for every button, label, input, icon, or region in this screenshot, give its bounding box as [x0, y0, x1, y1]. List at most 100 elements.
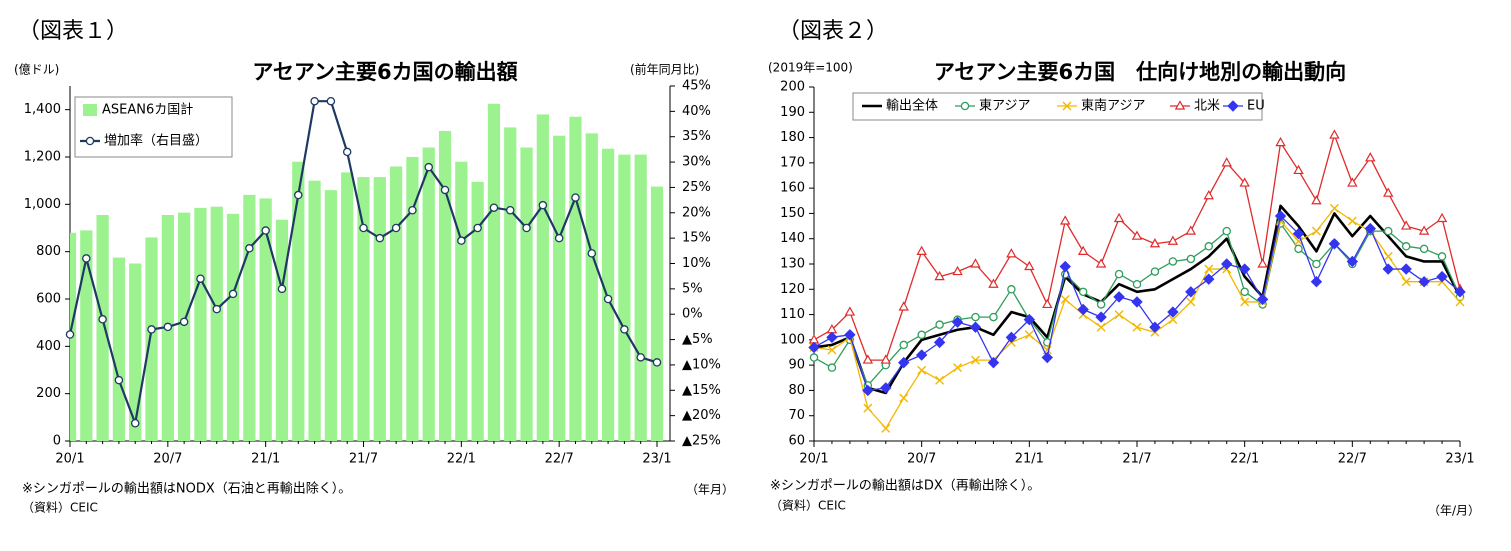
y2-tick-label: 15%	[682, 231, 711, 246]
marker	[989, 312, 998, 322]
y-tick-label: 80	[788, 383, 805, 398]
x-tick-label: 20/1	[799, 452, 828, 467]
x-tick-label: 21/7	[349, 452, 378, 467]
y-tick-label: 0	[53, 434, 61, 449]
marker	[1006, 248, 1017, 258]
legend-label: ASEAN6カ国計	[102, 102, 193, 118]
legend-label: 増加率（右目盛）	[104, 133, 208, 149]
marker	[935, 320, 944, 329]
marker	[457, 236, 466, 245]
marker	[1436, 270, 1448, 283]
marker	[1007, 285, 1016, 294]
marker	[951, 316, 964, 328]
x-tick-label: 23/1	[1445, 452, 1474, 467]
marker	[505, 205, 515, 215]
y-tick-label: 60	[788, 434, 805, 449]
marker	[1095, 311, 1107, 323]
marker	[1041, 351, 1053, 364]
bar	[389, 166, 403, 441]
bar	[618, 154, 631, 441]
y-tick-label: 190	[780, 105, 805, 120]
bar	[422, 147, 435, 441]
x-tick-label: 20/7	[153, 452, 182, 467]
y-tick-label: 140	[780, 231, 805, 246]
marker	[1186, 297, 1196, 307]
marker	[1329, 203, 1339, 213]
marker	[1203, 190, 1215, 200]
marker	[880, 382, 892, 394]
marker	[326, 96, 336, 106]
marker	[881, 423, 891, 433]
y-tick-label: 170	[780, 155, 805, 170]
marker	[1078, 287, 1088, 297]
marker	[1240, 297, 1250, 307]
y-tick-label: 180	[780, 130, 805, 145]
marker	[1310, 275, 1323, 288]
bar	[226, 213, 240, 441]
marker	[1203, 273, 1215, 285]
marker	[1382, 263, 1394, 275]
marker	[1113, 212, 1125, 223]
marker	[522, 223, 531, 233]
marker	[899, 393, 909, 403]
marker	[844, 329, 856, 341]
bar	[341, 172, 354, 441]
marker	[1311, 195, 1322, 205]
marker	[969, 321, 982, 333]
marker	[1292, 227, 1305, 240]
marker	[862, 354, 874, 364]
bar	[129, 263, 142, 441]
marker	[862, 384, 874, 397]
x-axis-label: （年月）	[686, 483, 734, 497]
y2-tick-label: ▲25%	[682, 434, 721, 449]
marker	[1311, 226, 1321, 236]
bar	[373, 177, 386, 441]
marker	[179, 317, 189, 327]
marker	[1329, 129, 1340, 139]
marker	[1274, 210, 1287, 222]
bar	[145, 237, 158, 441]
marker	[1059, 215, 1071, 225]
marker	[1149, 238, 1161, 248]
marker	[915, 349, 928, 361]
marker	[1185, 225, 1197, 235]
marker	[554, 233, 564, 243]
figure-label: （図表２）	[778, 19, 888, 44]
note: ※シンガポールの輸出額はDX（再輸出除く）。	[770, 479, 1040, 494]
marker	[1096, 322, 1106, 332]
marker	[917, 365, 927, 375]
marker	[424, 162, 433, 172]
marker	[1131, 230, 1143, 240]
bar	[308, 180, 321, 441]
legend-swatch	[83, 104, 97, 116]
marker	[1227, 100, 1239, 112]
bar	[178, 212, 191, 441]
bar	[259, 198, 272, 441]
legend-label: EU	[1247, 99, 1265, 114]
bar	[357, 177, 370, 441]
marker	[114, 375, 124, 385]
marker	[1222, 226, 1231, 236]
marker	[1294, 236, 1303, 246]
bar	[504, 127, 517, 441]
legend-label: 東南アジア	[1081, 98, 1145, 114]
marker	[1042, 298, 1053, 309]
marker	[1150, 267, 1160, 276]
marker	[971, 312, 980, 322]
marker	[1024, 330, 1034, 340]
marker	[1096, 300, 1106, 309]
marker	[1204, 264, 1214, 274]
marker	[1437, 252, 1447, 261]
marker	[988, 278, 999, 288]
marker	[245, 244, 254, 253]
marker	[1168, 257, 1178, 266]
marker	[1131, 296, 1143, 308]
bar	[406, 157, 419, 441]
marker	[130, 418, 140, 428]
marker	[1114, 310, 1124, 320]
marker	[1060, 294, 1070, 304]
bar	[536, 114, 549, 441]
marker	[1382, 187, 1394, 197]
bar	[553, 135, 566, 441]
marker	[880, 354, 892, 364]
